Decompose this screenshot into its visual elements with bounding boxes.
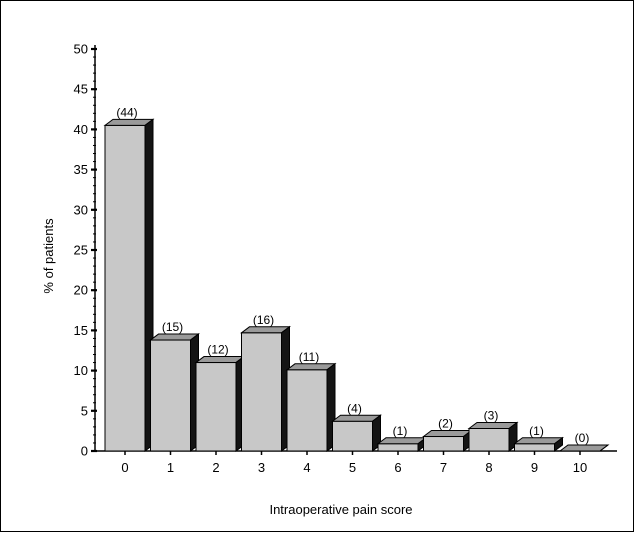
y-tick-label: 50 [74,42,88,57]
data-labels: (44) (15) (12) (16) (11) (4) (1) (2) (3) (1) (0) [116,105,589,445]
bar-front [423,436,464,452]
x-tick-label: 0 [121,460,128,475]
bar-data-label: (11) [299,350,319,364]
bar-data-label: (15) [162,320,183,334]
bar [558,444,610,452]
y-axis-title: % of patients [41,218,56,294]
y-tick-label: 40 [74,122,88,137]
bar-front [104,124,146,452]
y-tick-label: 15 [74,323,88,338]
bar-data-label: (3) [484,408,499,422]
bar-front [468,427,510,452]
y-tick-label: 35 [74,162,88,177]
y-tick-label: 20 [74,283,88,298]
x-axis-title: Intraoperative pain score [269,502,412,517]
bar-front [377,443,419,452]
y-tick-label: 30 [74,202,88,217]
x-tick-label: 6 [394,460,401,475]
bar-side [554,436,563,452]
x-tick-label: 4 [303,460,310,475]
y-tick-label: 45 [74,82,88,97]
bar-data-label: (2) [438,417,453,431]
x-tick-label: 8 [485,460,492,475]
bar-data-label: (44) [116,105,137,119]
bar-data-label: (12) [207,343,228,357]
bar-data-label: (16) [253,313,274,327]
x-tick-label: 10 [573,460,587,475]
y-tick-label: 5 [81,403,88,418]
bar [194,355,246,452]
y-tick-label: 10 [74,363,88,378]
bar [149,333,200,452]
x-tick-label: 2 [212,460,219,475]
bar-data-label: (1) [529,424,544,438]
x-tick-label: 1 [167,460,174,475]
bar [331,414,382,452]
bar-front [150,339,191,452]
x-tick-label: 3 [258,460,265,475]
bar-data-label: (0) [575,431,590,445]
x-tick-label: 5 [349,460,356,475]
bar [285,362,337,452]
bar-front [286,369,328,452]
bar [103,118,155,452]
x-tick-label: 7 [440,460,447,475]
bar-data-label: (4) [347,401,362,415]
bar-front [195,362,237,452]
bar-front [514,443,555,452]
bar-front [241,332,282,452]
bar-front [332,420,373,452]
bars [103,118,610,452]
bar-side [599,444,609,452]
bar [376,436,428,452]
bar [422,429,473,452]
bar [467,421,519,452]
bar [513,436,564,452]
x-tick-label: 9 [531,460,538,475]
bar-data-label: (1) [393,424,408,438]
y-tick-label: 0 [81,444,88,459]
y-tick-label: 25 [74,243,88,258]
bar [240,325,291,452]
